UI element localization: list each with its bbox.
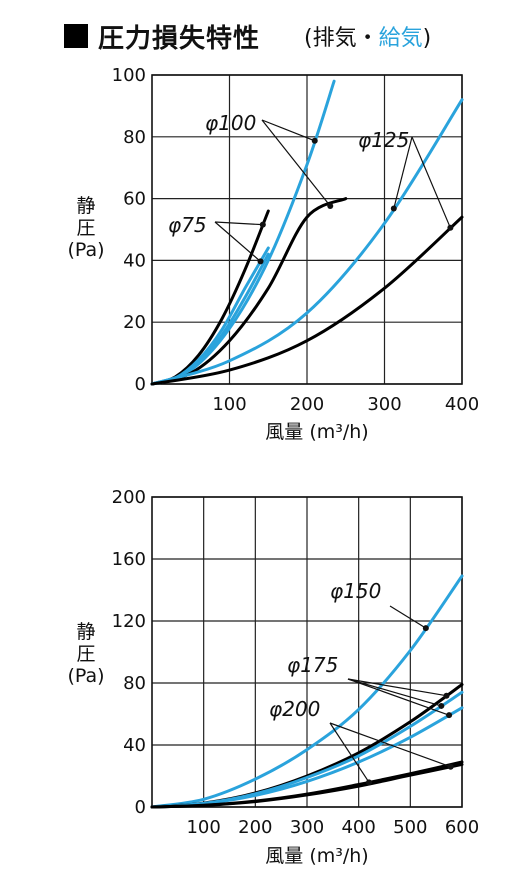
leader-line [214, 221, 261, 262]
leader-line [347, 678, 447, 697]
leader-dot [422, 625, 429, 632]
leader-dot [438, 702, 445, 709]
leader-dot [447, 224, 454, 231]
y-tick-label: 80 [123, 673, 146, 694]
series-annotation: φ125 [358, 128, 409, 152]
x-tick-label: 100 [186, 817, 220, 838]
chart-subtitle: (排気・給気) [304, 20, 431, 52]
y-axis-label-part: 圧 [76, 643, 95, 665]
series-line-exhaust [150, 762, 464, 809]
series-annotation: φ150 [330, 579, 381, 603]
series-annotation: φ100 [205, 111, 256, 135]
y-axis-label-unit: (Pa) [67, 239, 104, 261]
y-tick-label: 0 [135, 797, 146, 818]
subtitle-exhaust: 排気 [312, 26, 357, 51]
y-axis-label-part: 静 [76, 195, 95, 217]
series-annotation: φ200 [269, 697, 320, 721]
x-tick-label: 300 [367, 394, 401, 415]
paren-open: ( [304, 26, 313, 51]
leader-line [261, 119, 315, 142]
series-line-exhaust [150, 215, 464, 386]
plot-frame [151, 496, 463, 808]
series-annotation: φ175 [287, 653, 338, 677]
x-tick-label: 200 [290, 394, 324, 415]
leader-dot [257, 258, 264, 265]
x-tick-label: 400 [445, 394, 479, 415]
plot-frame [151, 74, 463, 385]
leader-dot [327, 203, 334, 210]
x-tick-label: 500 [393, 817, 427, 838]
x-tick-label: 600 [445, 817, 479, 838]
y-axis-label-part: 圧 [76, 217, 95, 239]
leader-dot [366, 779, 372, 786]
leader-dot [311, 137, 318, 144]
subtitle-supply: 給気 [378, 26, 423, 51]
x-tick-label: 300 [290, 817, 324, 838]
chart-2: 100 200 300 400 500 600 0 40 80 120 160 200 風量 (m³/h… [67, 487, 479, 867]
y-tick-label: 80 [123, 127, 146, 148]
y-tick-label: 120 [112, 611, 146, 632]
x-axis-label: 風量 (m³/h) [265, 845, 368, 867]
leader-dot [390, 205, 397, 212]
series-line-supply [150, 98, 464, 386]
y-tick-label: 60 [123, 189, 146, 210]
subtitle-dot: ・ [356, 26, 379, 51]
y-axis-label: 静圧(Pa) [67, 621, 104, 687]
black-square-icon [64, 24, 88, 48]
y-tick-label: 200 [112, 487, 146, 508]
leader-line [347, 678, 442, 707]
series-line-supply [150, 706, 464, 809]
y-tick-label: 40 [123, 735, 146, 756]
leader-line [329, 722, 451, 768]
x-tick-label: 400 [341, 817, 375, 838]
series-line-supply [150, 79, 336, 386]
leader-line [393, 136, 413, 209]
chart-1: 100 200 300 400 0 20 40 60 80 100 風量 (m³/h) 静圧(Pa) φ… [67, 65, 479, 443]
page-title: 圧力損失特性 (排気・給気) [64, 18, 431, 54]
leader-dot [443, 692, 450, 699]
leader-dot [446, 712, 453, 719]
paren-close: ) [422, 26, 432, 51]
leader-line [411, 136, 451, 229]
x-tick-label: 100 [212, 394, 246, 415]
y-axis-label: 静圧(Pa) [67, 195, 104, 261]
leader-line [347, 678, 450, 716]
y-tick-label: 0 [135, 374, 146, 395]
leader-line [389, 605, 427, 629]
series-line-supply [150, 574, 464, 809]
x-axis-label: 風量 (m³/h) [265, 421, 368, 443]
leader-line [329, 722, 370, 783]
y-tick-label: 160 [112, 549, 146, 570]
y-tick-label: 20 [123, 312, 146, 333]
leader-dot [447, 763, 454, 770]
x-tick-label: 200 [238, 817, 272, 838]
chart-title: 圧力損失特性 [98, 23, 261, 54]
leader-line [261, 119, 331, 207]
leader-dot [259, 221, 266, 228]
y-axis-label-unit: (Pa) [67, 665, 104, 687]
series-annotation: φ75 [168, 213, 207, 237]
y-axis-label-part: 静 [76, 621, 95, 643]
y-tick-label: 40 [123, 250, 146, 271]
y-tick-label: 100 [112, 65, 146, 86]
leader-line [214, 221, 263, 226]
